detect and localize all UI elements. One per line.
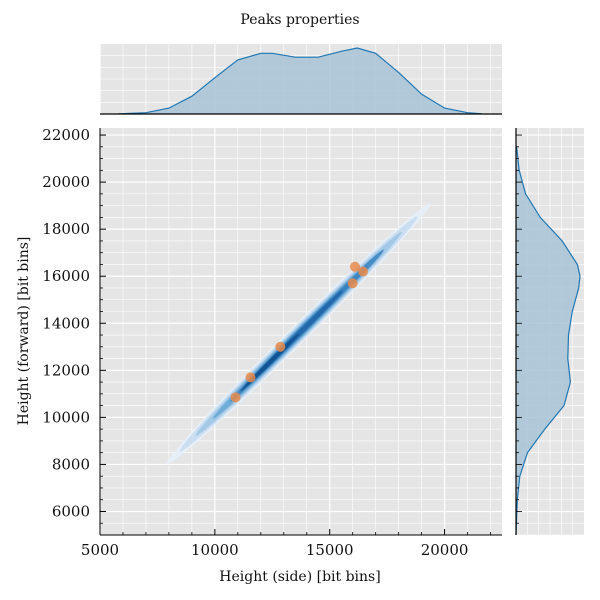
- chart-title: Peaks properties: [240, 12, 359, 28]
- scatter-point: [358, 266, 369, 277]
- x-tick-label: 5000: [81, 541, 119, 559]
- marginal-x-fill: [118, 48, 482, 114]
- scatter-point: [349, 261, 360, 272]
- y-tick-label: 22000: [42, 126, 90, 144]
- y-tick-label: 10000: [42, 408, 90, 426]
- marginal-x-panel: [99, 44, 502, 115]
- y-axis-label: Height (forward) [bit bins]: [16, 237, 32, 426]
- marginal-y-curve: [515, 146, 581, 536]
- y-tick-label: 18000: [42, 220, 90, 238]
- y-tick-label: 14000: [42, 314, 90, 332]
- x-tick-label: 10000: [191, 541, 239, 559]
- scatter-point: [275, 341, 286, 352]
- scatter-point: [245, 372, 256, 383]
- scatter-point: [230, 392, 241, 403]
- scatter-point: [347, 278, 358, 289]
- x-tick-label: 15000: [306, 541, 354, 559]
- main-scatter-panel: 5000 10000 15000 20000 6000 8000 10000 12000 140…: [42, 126, 502, 559]
- x-axis-label: Height (side) [bit bins]: [219, 569, 380, 585]
- y-tick-label: 12000: [42, 361, 90, 379]
- y-tick-label: 6000: [52, 502, 90, 520]
- x-tick-label: 20000: [421, 541, 469, 559]
- y-tick-label: 8000: [52, 455, 90, 473]
- y-tick-label: 20000: [42, 173, 90, 191]
- y-tick-label: 16000: [42, 267, 90, 285]
- marginal-x-curve: [118, 47, 482, 115]
- marginal-y-panel: [515, 128, 584, 536]
